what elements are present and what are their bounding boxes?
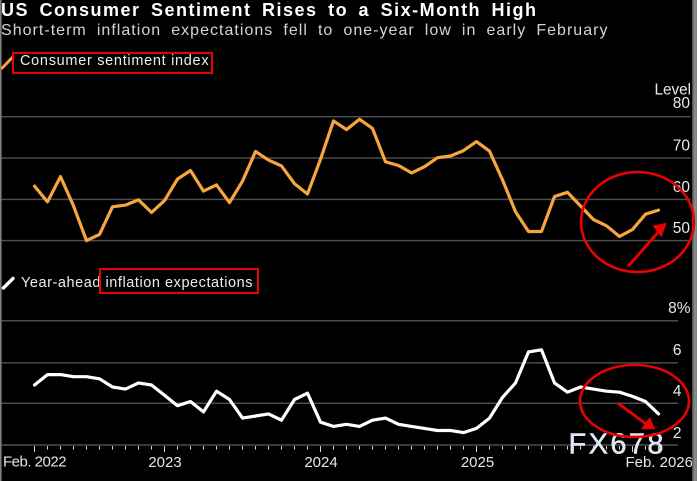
svg-text:Feb. 2026: Feb. 2026 (625, 454, 693, 471)
svg-text:4: 4 (673, 383, 682, 400)
svg-text:50: 50 (673, 220, 691, 237)
svg-text:2: 2 (673, 425, 682, 442)
svg-text:FX678: FX678 (569, 429, 666, 461)
svg-text:2024: 2024 (304, 454, 337, 471)
svg-text:Feb. 2022: Feb. 2022 (3, 454, 66, 471)
svg-text:60: 60 (673, 179, 691, 196)
svg-text:6: 6 (673, 342, 682, 359)
svg-text:8%: 8% (668, 300, 691, 317)
svg-text:80: 80 (673, 95, 691, 112)
svg-text:Level: Level (655, 82, 692, 99)
svg-text:70: 70 (673, 138, 691, 155)
svg-text:2025: 2025 (461, 454, 494, 471)
svg-text:2023: 2023 (148, 454, 181, 471)
